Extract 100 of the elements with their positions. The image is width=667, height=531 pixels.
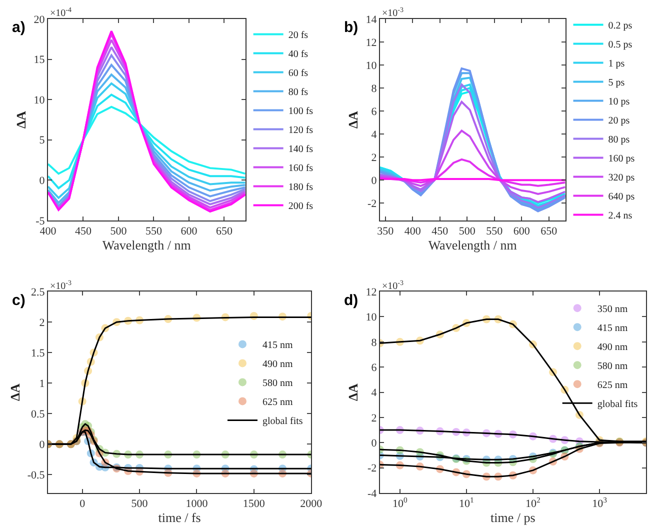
x-tick-label: 400 [404, 226, 422, 238]
legend-label: 2.4 ns [608, 210, 632, 222]
y-axis-title: ΔA [346, 110, 361, 128]
y-tick-label: 1 [39, 378, 45, 390]
legend-label: 415 nm [597, 322, 628, 334]
x-axis-title: time / ps [490, 510, 536, 526]
x-tick-label: 10$^{3}$ [592, 496, 608, 510]
annotation: ×10$^{-3}$ [382, 6, 404, 20]
y-tick-label: 4 [371, 387, 378, 400]
x-tick-label: 450 [432, 226, 449, 238]
x-tick-label: 10$^{0}$ [392, 496, 408, 510]
chart-title: b) [344, 19, 358, 36]
legend-label: 10 ps [608, 96, 630, 108]
x-tick-label: 0 [80, 498, 86, 510]
y-tick-label: 8 [371, 82, 378, 95]
legend-label: 20 fs [288, 30, 308, 42]
y-tick-label: -4 [368, 488, 378, 500]
legend-label: global fits [597, 398, 638, 410]
legend-label: 350 nm [597, 304, 628, 315]
y-tick-label: 15 [34, 54, 46, 66]
x-tick-label: 10$^{2}$ [526, 496, 541, 510]
legend-label: 415 nm [262, 340, 293, 352]
legend-label: 1 ps [608, 58, 625, 70]
legend-label: 580 nm [597, 360, 628, 372]
x-tick-label: 600 [513, 226, 530, 238]
y-tick-label: 2 [371, 152, 377, 164]
chart-title: a) [12, 19, 26, 36]
y-tick-label: 0 [371, 175, 378, 188]
legend-label: global fits [262, 416, 303, 428]
x-tick-label: 550 [486, 226, 504, 238]
y-tick-label: 20 [34, 14, 46, 26]
x-tick-label: 450 [74, 226, 92, 238]
legend-label: 490 nm [597, 342, 628, 353]
y-tick-label: 14 [366, 14, 378, 26]
legend-label: 180 fs [288, 182, 314, 194]
legend-label: 625 nm [597, 380, 628, 391]
legend-label: 320 ps [608, 172, 635, 184]
x-axis-title: Wavelength / nm [428, 238, 517, 253]
legend-label: 640 ps [608, 192, 635, 203]
y-tick-label: 2 [39, 316, 45, 329]
y-tick-label: 12 [366, 286, 377, 298]
x-tick-label: 650 [540, 226, 558, 238]
y-axis-title: ΔA [14, 110, 29, 128]
legend-label: 40 fs [288, 49, 308, 60]
legend-label: 580 nm [262, 378, 293, 390]
annotation: ×10$^{-3}$ [382, 279, 404, 292]
legend-label: 160 ps [608, 154, 635, 165]
x-tick-label: 1500 [242, 498, 266, 510]
y-tick-label: 6 [371, 106, 378, 118]
x-tick-label: 500 [110, 226, 128, 238]
legend-label: 60 fs [288, 68, 308, 80]
y-tick-label: 10 [34, 94, 46, 106]
legend-label: 140 fs [288, 144, 314, 156]
x-tick-label: 400 [40, 226, 57, 238]
legend-label: 20 ps [608, 116, 630, 127]
y-tick-label: 8 [371, 336, 378, 349]
y-tick-label: 2.5 [31, 286, 46, 298]
y-tick-label: -0.5 [27, 470, 46, 482]
legend-label: 625 nm [262, 397, 293, 408]
y-tick-label: 6 [371, 362, 378, 374]
x-tick-label: 500 [131, 498, 148, 510]
x-axis-title: Wavelength / nm [102, 238, 191, 253]
chart-title: c) [12, 292, 26, 309]
y-tick-label: 5 [39, 134, 46, 147]
y-tick-label: 0 [371, 437, 378, 450]
y-tick-label: 0.5 [31, 408, 46, 420]
y-tick-label: 4 [371, 128, 378, 141]
y-tick-label: -2 [368, 462, 377, 475]
x-tick-label: 10$^{1}$ [459, 496, 474, 510]
x-tick-label: 500 [458, 226, 476, 238]
annotation: ×10$^{-4}$ [50, 6, 72, 20]
legend-label: 5 ps [608, 78, 625, 89]
y-tick-label: 2 [371, 412, 377, 424]
legend-label: 490 nm [262, 359, 293, 370]
y-tick-label: 12 [366, 36, 377, 49]
x-tick-label: 600 [180, 226, 198, 238]
legend-label: 200 fs [288, 201, 314, 212]
x-axis-title: time / fs [158, 510, 201, 526]
x-tick-label: 1000 [186, 498, 208, 510]
legend-label: 160 fs [288, 163, 314, 174]
y-tick-label: 0 [39, 439, 46, 452]
y-tick-label: -5 [36, 215, 46, 228]
x-tick-label: 650 [216, 226, 233, 238]
y-tick-label: 10 [366, 60, 378, 72]
legend-label: 120 fs [288, 125, 314, 136]
chart-title: d) [344, 292, 358, 309]
legend-label: 100 fs [288, 106, 314, 118]
x-tick-label: 2000 [300, 498, 323, 510]
legend-label: 0.5 ps [608, 40, 632, 51]
legend-label: 80 ps [608, 134, 630, 146]
annotation: ×10$^{-3}$ [50, 279, 72, 292]
y-axis-title: ΔA [346, 382, 361, 402]
legend-label: 80 fs [288, 87, 308, 98]
y-tick-label: 1.5 [31, 347, 46, 360]
x-tick-label: 350 [377, 226, 394, 238]
x-tick-label: 550 [145, 226, 162, 238]
y-tick-label: -2 [368, 198, 377, 210]
y-tick-label: 0 [39, 175, 46, 188]
y-tick-label: 10 [366, 312, 378, 324]
y-axis-title: ΔA [7, 382, 22, 402]
